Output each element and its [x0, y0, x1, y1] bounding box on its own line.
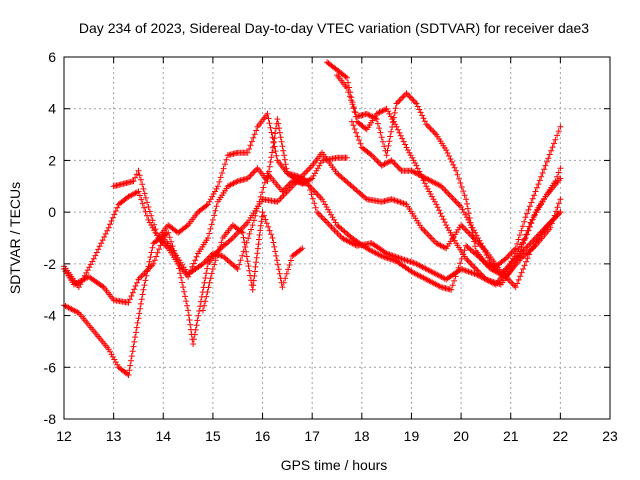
y-tick-label: 6 — [48, 49, 56, 65]
series-markers — [110, 116, 564, 288]
x-tick-label: 19 — [404, 428, 420, 444]
x-tick-label: 17 — [304, 428, 320, 444]
x-tick-label: 13 — [106, 428, 122, 444]
series-track-8 — [348, 118, 564, 278]
x-axis-label: GPS time / hours — [281, 457, 388, 473]
x-tick-label: 18 — [354, 428, 370, 444]
y-tick-label: 0 — [48, 204, 56, 220]
x-tick-label: 15 — [205, 428, 221, 444]
x-tick-label: 22 — [553, 428, 569, 444]
x-tick-label: 16 — [255, 428, 271, 444]
axis-ticks: 12 13 14 15 16 17 18 19 20 21 22 23 -8 -6 -4 -2 0 2 4 6 — [44, 49, 618, 444]
y-tick-label: -2 — [44, 256, 57, 272]
series-track-7 — [334, 72, 564, 270]
y-tick-label: -8 — [44, 411, 57, 427]
x-tick-label: 21 — [503, 428, 519, 444]
grid — [64, 57, 610, 419]
y-tick-label: -6 — [44, 359, 57, 375]
plot-frame — [63, 56, 611, 420]
x-tick-label: 23 — [602, 428, 618, 444]
x-tick-label: 12 — [56, 428, 72, 444]
x-tick-label: 20 — [453, 428, 469, 444]
series-markers — [334, 72, 564, 270]
y-tick-label: 2 — [48, 152, 56, 168]
series-markers — [348, 118, 564, 278]
series-track-5 — [200, 209, 306, 314]
series-track-4 — [110, 116, 564, 288]
chart-title: Day 234 of 2023, Sidereal Day-to-day VTE… — [79, 20, 589, 36]
y-axis-label: SDTVAR / TECUs — [7, 182, 23, 294]
series-markers — [200, 209, 306, 314]
x-tick-label: 14 — [155, 428, 171, 444]
y-tick-label: 4 — [48, 101, 56, 117]
data-points — [61, 59, 564, 378]
y-tick-label: -4 — [44, 308, 57, 324]
